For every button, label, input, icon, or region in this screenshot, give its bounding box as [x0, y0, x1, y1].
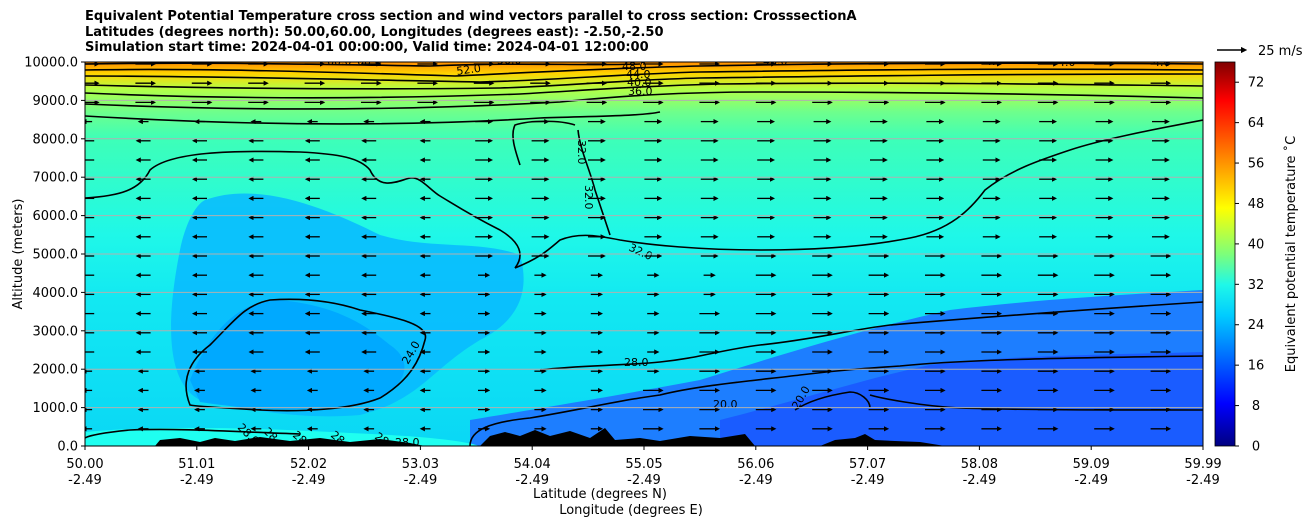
x-tick-label-lon: -2.49 [515, 473, 549, 488]
y-tick-label: 9000.0 [33, 94, 79, 109]
x-tick-label-lat: 50.00 [66, 457, 103, 472]
colorbar-tick-label: 40 [1248, 237, 1265, 252]
title-line-2: Latitudes (degrees north): 50.00,60.00, … [85, 24, 664, 40]
colorbar-tick-label: 32 [1248, 278, 1265, 293]
x-tick-label-lat: 56.06 [737, 457, 774, 472]
x-tick-label-lat: 54.04 [514, 457, 551, 472]
contour-label: 4.0 [1153, 56, 1171, 69]
contour-label: 52.0 [456, 62, 482, 78]
y-tick-label: 7000.0 [33, 171, 79, 186]
cool-pocket-left [190, 300, 405, 410]
x-tick-label-lat: 53.03 [402, 457, 439, 472]
contour-label: 4.0 [1058, 56, 1076, 69]
y-axis-label: Altitude (meters) [11, 199, 26, 310]
y-tick-label: 4000.0 [33, 286, 79, 301]
x-tick-label-lon: -2.49 [68, 473, 102, 488]
y-tick-label: 1000.0 [33, 401, 79, 416]
colorbar-ticks: 0 8 16 24 32 40 48 56 64 72 [1235, 76, 1264, 455]
y-tick-label: 6000.0 [33, 209, 79, 224]
contour-label: 60.0 [357, 55, 382, 68]
colorbar-frame [1214, 61, 1236, 447]
chart-title: Equivalent Potential Temperature cross s… [85, 9, 857, 56]
x-tick-label-lon: -2.49 [1074, 473, 1108, 488]
y-tick-label: 5000.0 [33, 248, 79, 263]
contour-label: 60.0 [327, 55, 352, 68]
colorbar [1215, 62, 1235, 446]
y-tick-label: 3000.0 [33, 324, 79, 339]
x-axis: 50.00-2.4951.01-2.4952.02-2.4953.03-2.49… [66, 446, 1222, 488]
colorbar-tick-label: 48 [1248, 197, 1265, 212]
contour-label: 48.0 [622, 60, 647, 73]
colorbar-label: Equivalent potential temperature ˚C [1283, 136, 1299, 372]
contour-lines [85, 62, 1203, 446]
colorbar-tick-label: 8 [1252, 399, 1260, 414]
x-tick-label-lat: 57.07 [849, 457, 886, 472]
x-tick-label-lon: -2.49 [851, 473, 885, 488]
x-tick-label-lat: 59.99 [1184, 457, 1221, 472]
colorbar-tick-label: 0 [1252, 440, 1260, 455]
contour-label: 40.0 [627, 76, 652, 89]
title-line-3: Simulation start time: 2024-04-01 00:00:… [85, 40, 649, 55]
x-tick-label-lat: 52.02 [290, 457, 327, 472]
x-tick-label-lat: 58.08 [961, 457, 998, 472]
x-tick-label-lon: -2.49 [627, 473, 661, 488]
x-tick-label-lat: 59.09 [1073, 457, 1110, 472]
y-tick-label: 10000.0 [24, 56, 78, 71]
x-tick-label-lat: 55.05 [625, 457, 662, 472]
contour-label: 28.0 [624, 356, 649, 369]
y-axis: 0.0 1000.0 2000.0 3000.0 4000.0 5000.0 6000.0 7… [24, 56, 85, 455]
x-tick-label-lon: -2.49 [180, 473, 214, 488]
colorbar-tick-label: 56 [1248, 157, 1265, 172]
terrain [155, 428, 945, 446]
x-tick-label-lon: -2.49 [739, 473, 773, 488]
colorbar-tick-label: 72 [1248, 76, 1265, 91]
quiver-key-label: 25 m/s [1258, 44, 1303, 59]
x-axis-label-longitude: Longitude (degrees E) [559, 503, 703, 518]
plot-area: 20.0 20.024.0 28.028.0 28.0 28.0 28.0 28.028.0… [85, 54, 1203, 449]
contour-label: 44.0 [626, 68, 651, 81]
contour-label: 32.0 [575, 140, 588, 165]
colorbar-tick-label: 16 [1248, 359, 1265, 374]
x-tick-label-lon: -2.49 [404, 473, 438, 488]
gridlines [85, 99, 1203, 409]
contour-label: 56.0 [497, 54, 522, 67]
contour-label: 32.0 [582, 185, 595, 210]
colorbar-tick-label: 24 [1248, 318, 1265, 333]
wind-vectors [85, 62, 1172, 432]
x-tick-label-lon: -2.49 [1186, 473, 1220, 488]
contour-label: 36.0 [628, 85, 653, 98]
y-tick-label: 2000.0 [33, 363, 79, 378]
contour-label: 28.0 [395, 436, 420, 449]
coldest-wedge-right [720, 352, 1203, 446]
x-tick-label-lon: -2.49 [292, 473, 326, 488]
x-tick-label-lat: 51.01 [178, 457, 215, 472]
title-line-1: Equivalent Potential Temperature cross s… [85, 9, 857, 24]
colorbar-tick-label: 64 [1248, 116, 1265, 131]
y-tick-label: 8000.0 [33, 132, 79, 147]
x-axis-label-latitude: Latitude (degrees N) [533, 487, 667, 502]
contour-label: 4.0 [985, 55, 1003, 68]
y-tick-label: 0.0 [57, 440, 78, 455]
x-tick-label-lon: -2.49 [963, 473, 997, 488]
